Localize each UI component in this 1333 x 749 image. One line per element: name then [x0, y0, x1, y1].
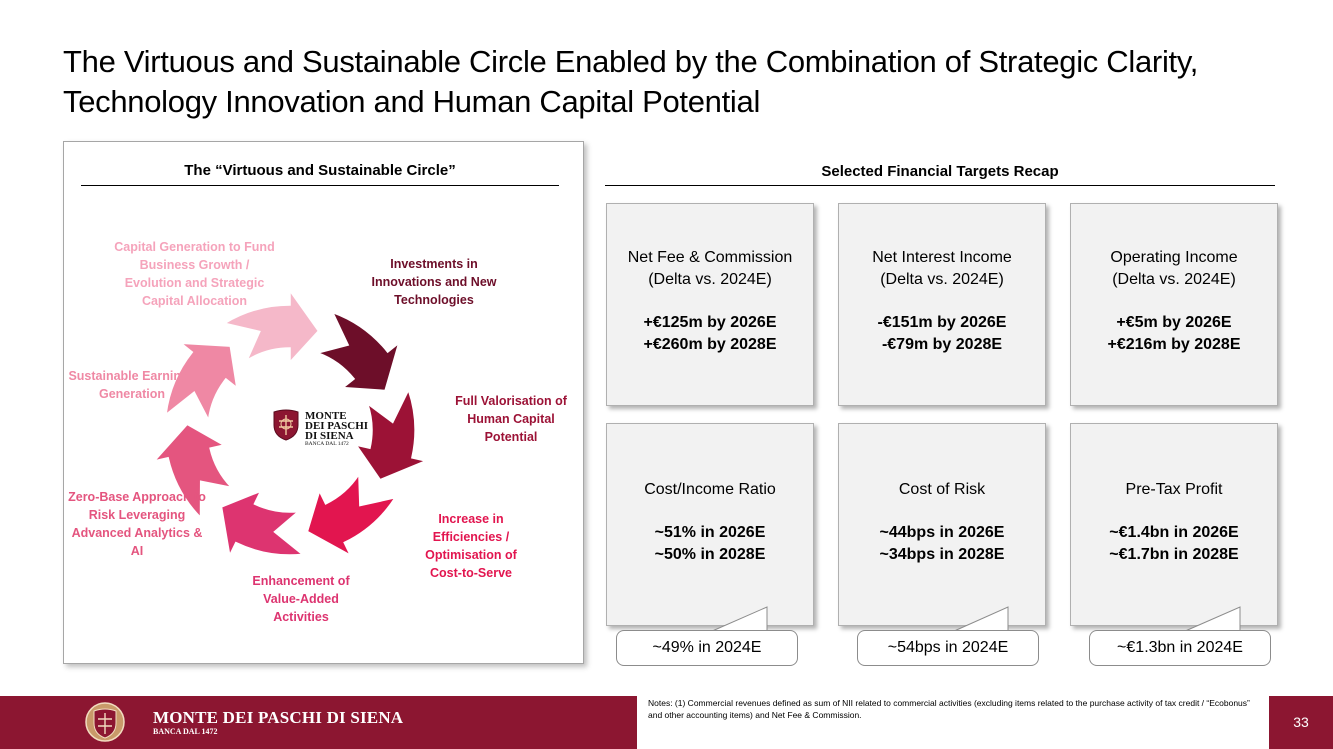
target-value-2028: ~34bps in 2028E — [879, 546, 1005, 563]
target-name: Operating Income (Delta vs. 2024E) — [1110, 249, 1238, 288]
segment-label-value-added: Enhancement of Value-Added Activities — [252, 574, 350, 624]
circle-heading-rule — [81, 185, 559, 186]
circle-heading: The “Virtuous and Sustainable Circle” — [184, 162, 456, 179]
center-logo-text: MONTE DEI PASCHI DI SIENA — [305, 410, 369, 442]
cycle-arrow-investments — [315, 311, 401, 392]
target-values: ~€1.4bn in 2026E ~€1.7bn in 2028E — [1071, 522, 1277, 566]
target-name: Net Interest Income (Delta vs. 2024E) — [872, 249, 1012, 288]
virtuous-circle-panel: The “Virtuous and Sustainable Circle” MO… — [63, 141, 584, 664]
footer-brand-subtitle: BANCA DAL 1472 — [153, 727, 218, 736]
target-values: +€5m by 2026E +€216m by 2028E — [1071, 312, 1277, 356]
callout-cost-income-2024: ~49% in 2024E — [616, 630, 798, 666]
target-box-pre-tax-profit: Pre-Tax Profit ~€1.4bn in 2026E ~€1.7bn … — [1070, 423, 1278, 626]
target-value-2028: -€79m by 2028E — [881, 336, 1003, 353]
page-number: 33 — [1293, 714, 1309, 730]
target-value-2026: +€5m by 2026E — [1116, 314, 1232, 331]
center-logo-line-3: DI SIENA — [305, 430, 354, 442]
footer-brand-name: MONTE DEI PASCHI DI SIENA — [153, 708, 404, 727]
segment-label-capital-generation: Capital Generation to Fund Business Grow… — [114, 240, 275, 308]
target-name: Cost of Risk — [898, 481, 986, 498]
segment-label-human-capital: Full Valorisation of Human Capital Poten… — [455, 394, 567, 444]
center-logo-line-2: DEI PASCHI — [305, 420, 369, 432]
segment-label-efficiencies: Increase in Efficiencies / Optimisation … — [425, 512, 517, 580]
targets-heading-rule — [605, 185, 1275, 186]
callout-cost-of-risk-2024: ~54bps in 2024E — [857, 630, 1039, 666]
target-name: Pre-Tax Profit — [1125, 481, 1223, 498]
center-logo-subtitle: BANCA DAL 1472 — [305, 441, 349, 447]
target-name: Cost/Income Ratio — [644, 481, 776, 498]
segment-label-zero-base: Zero-Base Approach to Risk Leveraging Ad… — [68, 490, 206, 558]
cycle-arrow-zero-base — [152, 423, 234, 520]
mps-shield-icon — [273, 409, 299, 441]
target-values: ~44bps in 2026E ~34bps in 2028E — [839, 522, 1045, 566]
cycle-arrow-value-added — [220, 489, 305, 558]
target-values: +€125m by 2026E +€260m by 2028E — [607, 312, 813, 356]
target-value-2026: +€125m by 2026E — [643, 314, 777, 331]
footer-notes: Notes: (1) Commercial revenues defined a… — [648, 698, 1250, 720]
target-box-cost-income: Cost/Income Ratio ~51% in 2026E ~50% in … — [606, 423, 814, 626]
cycle-diagram — [152, 288, 428, 558]
target-box-operating-income: Operating Income (Delta vs. 2024E) +€5m … — [1070, 203, 1278, 406]
page-number-bar — [1269, 696, 1333, 749]
targets-heading: Selected Financial Targets Recap — [821, 163, 1059, 180]
target-box-cost-of-risk: Cost of Risk ~44bps in 2026E ~34bps in 2… — [838, 423, 1046, 626]
target-value-2026: ~€1.4bn in 2026E — [1109, 524, 1239, 541]
target-box-net-interest-income: Net Interest Income (Delta vs. 2024E) -€… — [838, 203, 1046, 406]
target-values: ~51% in 2026E ~50% in 2028E — [607, 522, 813, 566]
target-box-net-fee: Net Fee & Commission (Delta vs. 2024E) +… — [606, 203, 814, 406]
target-value-2028: +€216m by 2028E — [1107, 336, 1241, 353]
target-value-2028: ~50% in 2028E — [654, 546, 766, 563]
segment-label-investments: Investments in Innovations and New Techn… — [371, 257, 497, 307]
target-name: Net Fee & Commission (Delta vs. 2024E) — [627, 249, 793, 288]
center-logo: MONTE DEI PASCHI DI SIENA BANCA DAL 1472 — [272, 407, 372, 447]
target-value-2026: -€151m by 2026E — [877, 314, 1007, 331]
target-value-2028: +€260m by 2028E — [643, 336, 777, 353]
target-value-2026: ~51% in 2026E — [654, 524, 766, 541]
slide-title-line-2: Technology Innovation and Human Capital … — [63, 84, 761, 119]
mps-logo-icon — [85, 702, 125, 742]
callout-pre-tax-profit-2024: ~€1.3bn in 2024E — [1089, 630, 1271, 666]
center-logo-line-1: MONTE — [305, 410, 347, 422]
cycle-arrow-sustainable-earnings — [165, 342, 238, 423]
target-value-2026: ~44bps in 2026E — [879, 524, 1005, 541]
slide-title: The Virtuous and Sustainable Circle Enab… — [63, 42, 1303, 122]
segment-label-sustainable-earnings: Sustainable Earnings Generation — [68, 369, 196, 401]
cycle-arrow-capital-generation — [222, 288, 320, 364]
cycle-arrow-efficiencies — [306, 472, 397, 557]
cycle-arrow-human-capital — [354, 388, 428, 481]
target-value-2028: ~€1.7bn in 2028E — [1109, 546, 1239, 563]
slide-title-line-1: The Virtuous and Sustainable Circle Enab… — [63, 44, 1199, 79]
target-values: -€151m by 2026E -€79m by 2028E — [839, 312, 1045, 356]
